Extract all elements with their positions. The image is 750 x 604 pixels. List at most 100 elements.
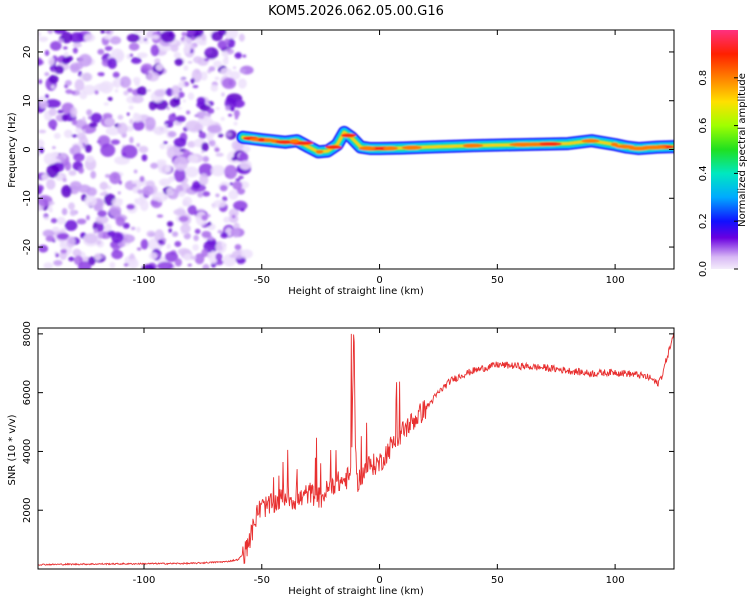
noise-blob <box>233 121 238 126</box>
noise-blob <box>215 107 221 110</box>
noise-blob <box>183 253 192 261</box>
ridge-hotspot <box>289 139 300 144</box>
noise-blob <box>152 126 169 134</box>
snr-y-tick-label: 6000 <box>22 380 33 405</box>
noise-blob <box>96 223 105 232</box>
snr-panel: -100 -50 0 50 100 2000 4000 6000 8000 Height of… <box>7 321 675 597</box>
noise-blob <box>61 208 68 216</box>
noise-blob <box>132 113 142 123</box>
noise-blob <box>163 141 168 145</box>
noise-blob <box>198 163 214 177</box>
noise-blob <box>148 100 157 111</box>
noise-blob <box>62 57 70 65</box>
noise-blob <box>214 147 220 153</box>
frequency-ridge <box>236 125 674 159</box>
noise-blob <box>128 105 134 110</box>
noise-blob <box>136 226 141 233</box>
noise-blob <box>74 79 85 91</box>
noise-blob <box>78 261 92 269</box>
snr-line <box>38 331 674 566</box>
snr-x-tick-label: 0 <box>376 575 382 586</box>
noise-blob <box>109 36 122 45</box>
noise-blob <box>42 229 55 238</box>
noise-blob <box>100 254 105 259</box>
noise-blob <box>221 92 225 97</box>
ridge-hotspot <box>359 146 376 151</box>
noise-blob <box>56 216 66 225</box>
noise-blob <box>187 92 195 100</box>
noise-blob <box>131 95 144 104</box>
noise-blob <box>141 154 148 162</box>
noise-blob <box>84 144 92 153</box>
noise-blob <box>176 106 182 110</box>
noise-blob <box>47 30 54 34</box>
noise-blob <box>166 221 174 227</box>
noise-blob <box>239 160 251 170</box>
noise-blob <box>213 60 223 68</box>
noise-blob <box>52 146 56 150</box>
noise-blob <box>127 87 133 93</box>
spectrogram-x-ticks: -100 -50 0 50 100 <box>133 30 625 286</box>
noise-blob <box>47 56 55 66</box>
ridge-hotspot <box>640 145 667 150</box>
noise-blob <box>194 253 205 265</box>
noise-blob <box>221 50 229 57</box>
noise-blob <box>183 65 189 71</box>
noise-blob <box>80 232 85 237</box>
colorbar-gradient <box>711 30 738 269</box>
noise-blob <box>86 109 93 116</box>
colorbar-tick-label: 0.6 <box>698 118 709 134</box>
noise-blob <box>222 57 229 65</box>
noise-blob <box>228 189 239 200</box>
noise-blob <box>154 89 166 97</box>
noise-blob <box>38 57 43 66</box>
snr-frame <box>37 327 675 570</box>
noise-blob <box>238 152 249 163</box>
noise-blob <box>71 134 78 138</box>
noise-blob <box>207 221 212 226</box>
noise-blob <box>180 77 186 82</box>
noise-blob <box>211 31 223 42</box>
noise-blob <box>139 199 149 212</box>
noise-blob <box>173 156 188 171</box>
snr-x-tick-label: 50 <box>491 575 504 586</box>
noise-blob <box>85 155 95 163</box>
noise-blob <box>178 215 189 222</box>
spectrogram-x-axis-label: Height of straight line (km) <box>288 286 424 297</box>
noise-blob <box>175 115 186 123</box>
noise-blob <box>240 249 253 259</box>
noise-blob <box>190 78 195 84</box>
colorbar-tick-label: 0.4 <box>698 165 709 181</box>
noise-blob <box>232 180 243 190</box>
noise-blob <box>166 146 183 160</box>
snr-x-axis-label: Height of straight line (km) <box>288 586 424 597</box>
noise-blob <box>183 37 193 48</box>
noise-blob <box>109 261 116 269</box>
noise-blob <box>128 42 140 51</box>
noise-blob <box>225 105 231 111</box>
noise-blob <box>59 241 67 249</box>
noise-blob <box>229 182 234 186</box>
noise-blob <box>240 208 245 212</box>
noise-blob <box>223 216 230 223</box>
noise-blob <box>174 94 179 99</box>
noise-blob <box>201 214 208 221</box>
noise-blob <box>132 120 145 131</box>
noise-blob <box>168 113 177 123</box>
noise-blob <box>159 143 166 150</box>
noise-blob <box>174 58 184 66</box>
noise-blob <box>69 63 80 73</box>
noise-blob <box>78 167 85 174</box>
noise-blob <box>193 56 203 64</box>
noise-blob <box>217 40 228 50</box>
noise-blob <box>138 145 149 154</box>
noise-blob <box>146 89 152 92</box>
noise-blob <box>53 132 61 140</box>
snr-y-ticks: 2000 4000 6000 8000 <box>22 321 674 523</box>
noise-blob <box>69 209 77 217</box>
snr-x-tick-label: 100 <box>606 575 625 586</box>
noise-blob <box>46 164 59 178</box>
noise-blob <box>48 74 59 84</box>
noise-blob <box>187 141 196 148</box>
